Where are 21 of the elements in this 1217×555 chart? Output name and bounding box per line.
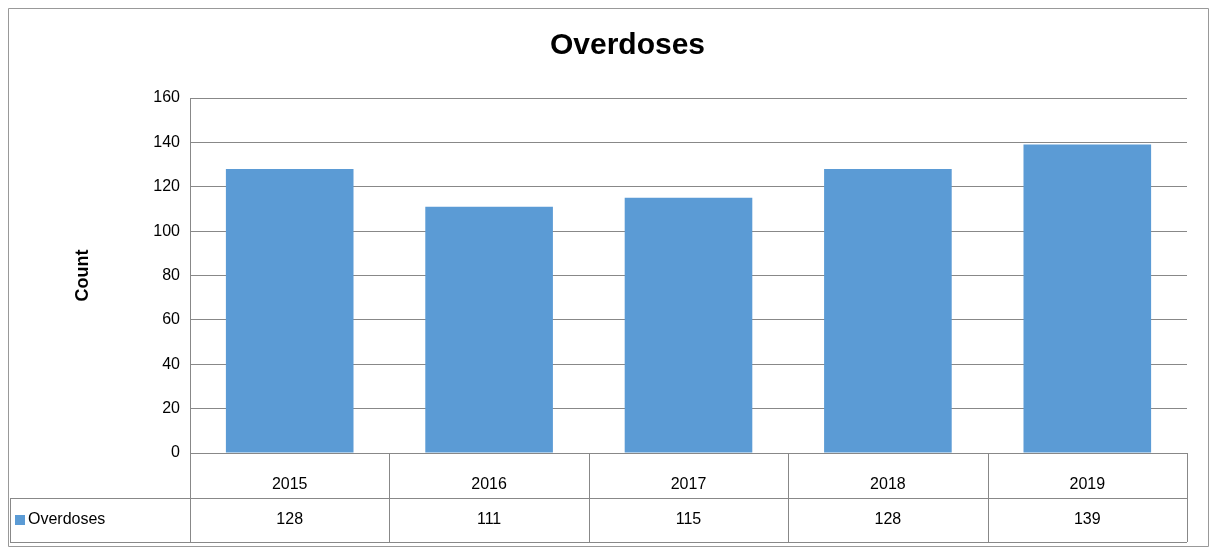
y-tick-label: 80 [162, 265, 181, 283]
bar [225, 169, 354, 453]
bar [1023, 144, 1152, 453]
bar [824, 169, 952, 453]
y-tick-label: 100 [153, 221, 181, 239]
x-tick-label: 2016 [471, 475, 507, 493]
bar [425, 206, 553, 453]
bar [624, 197, 753, 453]
y-tick-label: 20 [162, 399, 181, 417]
x-tick-label: 2015 [271, 475, 308, 493]
chart-title: Overdoses [549, 27, 706, 61]
y-tick-label: 120 [153, 177, 181, 195]
x-tick-label: 2017 [670, 475, 707, 493]
y-tick-label: 0 [171, 443, 181, 461]
y-tick-label: 140 [153, 132, 181, 150]
y-tick-label: 160 [153, 88, 181, 106]
y-axis-title: Count [71, 249, 92, 302]
y-tick-label: 40 [162, 354, 181, 372]
y-tick-label: 60 [162, 310, 181, 328]
x-tick-label: 2019 [1069, 475, 1106, 493]
x-tick-label: 2018 [870, 475, 906, 493]
